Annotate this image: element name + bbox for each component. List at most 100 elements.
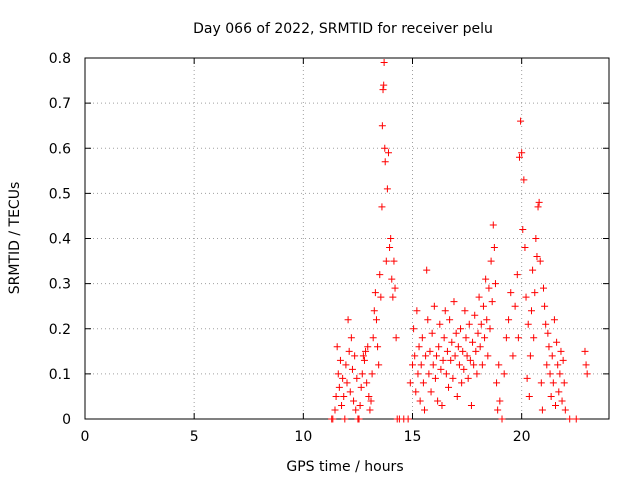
data-point — [484, 352, 492, 360]
data-point — [390, 257, 398, 265]
data-point — [472, 347, 480, 355]
data-point — [343, 379, 351, 387]
data-point — [477, 320, 485, 328]
data-point — [520, 176, 528, 184]
data-point — [347, 334, 355, 342]
data-point — [511, 302, 519, 310]
data-point — [335, 383, 343, 391]
data-point — [329, 415, 337, 423]
data-point — [496, 397, 504, 405]
data-point — [454, 343, 462, 351]
data-point — [544, 329, 552, 337]
data-point — [345, 347, 353, 355]
data-point — [536, 257, 544, 265]
y-tick-label: 0.4 — [49, 232, 71, 248]
data-point — [377, 293, 385, 301]
data-point — [436, 320, 444, 328]
y-tick-label: 0.3 — [49, 277, 71, 293]
data-point — [332, 392, 340, 400]
data-point — [441, 307, 449, 315]
data-point — [523, 374, 531, 382]
data-point — [346, 388, 354, 396]
data-point — [514, 334, 522, 342]
data-point — [463, 352, 471, 360]
data-point — [471, 311, 479, 319]
data-point — [425, 370, 433, 378]
data-point — [498, 415, 506, 423]
data-point — [505, 316, 513, 324]
data-point — [490, 244, 498, 252]
data-point — [531, 289, 539, 297]
data-point — [331, 406, 339, 414]
data-point — [526, 352, 534, 360]
data-point — [559, 356, 567, 364]
data-point — [430, 302, 438, 310]
data-point — [423, 266, 431, 274]
y-axis-label: SRMTID / TECUs — [7, 182, 23, 295]
data-point — [547, 392, 555, 400]
data-point — [334, 370, 342, 378]
data-point — [464, 374, 472, 382]
data-point — [533, 253, 541, 261]
data-point — [513, 271, 521, 279]
data-point — [433, 352, 441, 360]
data-point — [359, 352, 367, 360]
data-point — [363, 379, 371, 387]
data-point — [409, 361, 416, 369]
data-point — [443, 347, 451, 355]
data-point — [453, 392, 461, 400]
x-tick-label: 5 — [190, 429, 199, 445]
data-point — [489, 221, 497, 229]
data-point — [476, 343, 484, 351]
data-point — [560, 379, 568, 387]
data-point — [392, 334, 400, 342]
data-point — [553, 338, 561, 346]
y-tick-label: 0.8 — [49, 51, 71, 67]
data-point — [527, 307, 535, 315]
data-point — [467, 401, 475, 409]
data-point — [376, 271, 384, 279]
data-point — [445, 383, 453, 391]
data-point — [541, 302, 549, 310]
data-point — [426, 347, 434, 355]
data-point — [422, 352, 430, 360]
data-point — [494, 406, 502, 414]
data-point — [338, 401, 346, 409]
data-point — [459, 347, 467, 355]
data-point — [519, 225, 527, 233]
data-point — [427, 388, 435, 396]
data-point — [386, 244, 394, 252]
data-point — [339, 374, 347, 382]
data-point — [518, 149, 526, 157]
data-point — [543, 361, 551, 369]
data-point — [478, 361, 486, 369]
data-point — [419, 379, 427, 387]
data-point — [378, 203, 386, 211]
data-point — [458, 379, 466, 387]
data-point — [482, 275, 490, 283]
data-point — [540, 284, 547, 292]
y-tick-label: 0.1 — [49, 367, 71, 383]
data-point — [379, 86, 387, 94]
data-point — [561, 406, 569, 414]
data-point — [495, 361, 503, 369]
data-point — [368, 370, 376, 378]
data-point — [358, 370, 366, 378]
data-points — [328, 59, 591, 423]
data-point — [438, 401, 446, 409]
data-point — [437, 365, 445, 373]
data-point — [429, 361, 437, 369]
data-point — [378, 122, 386, 130]
y-tick-label: 0.5 — [49, 186, 71, 202]
y-tick-label: 0.2 — [49, 322, 71, 338]
data-point — [428, 329, 436, 337]
data-point — [491, 280, 499, 288]
data-point — [554, 361, 562, 369]
data-point — [572, 415, 580, 423]
data-point — [473, 370, 481, 378]
data-point — [383, 185, 391, 193]
data-point — [542, 320, 550, 328]
data-point — [442, 370, 450, 378]
data-point — [461, 307, 469, 315]
data-point — [451, 352, 459, 360]
